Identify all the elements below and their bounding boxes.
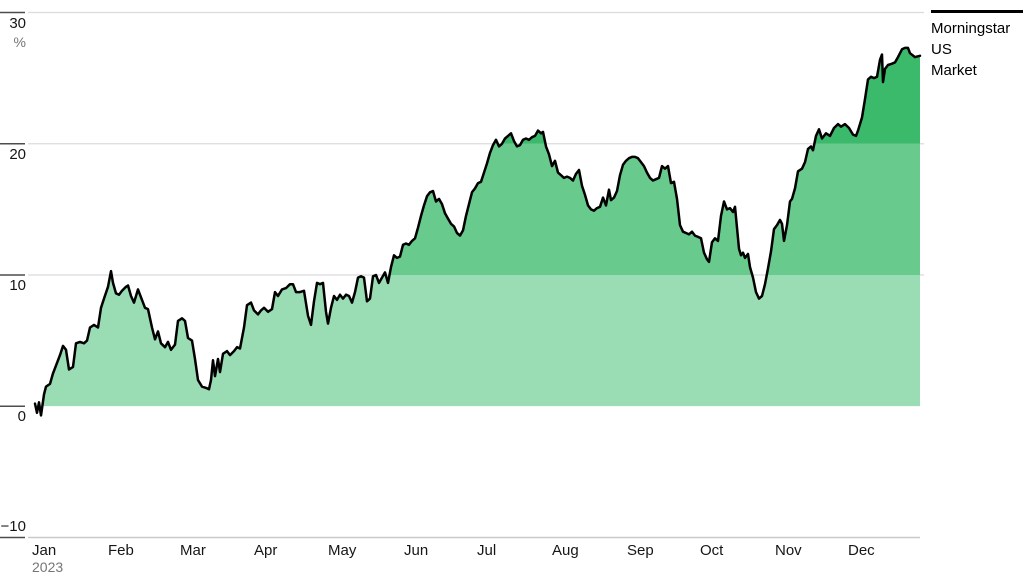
- x-axis-year-label: 2023: [32, 559, 64, 575]
- x-tick-label-apr: Apr: [254, 542, 278, 559]
- y-axis-unit-label: %: [13, 33, 26, 50]
- y-tick-label-0: 0: [17, 408, 26, 426]
- y-tick-label-30: 30: [9, 14, 26, 32]
- x-tick-label-may: May: [328, 542, 357, 559]
- x-tick-label-nov: Nov: [775, 542, 802, 559]
- y-tick-label-10: 10: [9, 277, 26, 294]
- x-tick-label-jan: Jan: [32, 542, 57, 559]
- x-tick-label-oct: Oct: [700, 542, 724, 559]
- area-band-10-20: [35, 143, 920, 275]
- y-tick-label-20: 20: [9, 145, 26, 163]
- x-tick-label-sep: Sep: [627, 542, 654, 559]
- legend: Morningstar US Market: [931, 10, 1023, 81]
- x-tick-label-mar: Mar: [180, 542, 206, 559]
- x-tick-label-aug: Aug: [552, 542, 579, 559]
- area-band-0-10: [35, 275, 920, 407]
- x-tick-label-jun: Jun: [404, 542, 429, 559]
- legend-label-line-1: Morningstar: [931, 20, 1011, 37]
- legend-label-line-3: Market: [931, 62, 977, 79]
- area-band-20-30: [35, 47, 920, 144]
- y-tick-label--10: −10: [0, 517, 26, 535]
- x-tick-label-feb: Feb: [108, 542, 134, 559]
- x-tick-label-jul: Jul: [477, 542, 497, 559]
- legend-series-line-swatch: [931, 10, 1023, 13]
- legend-label-line-2: US: [931, 41, 952, 58]
- x-tick-label-dec: Dec: [848, 542, 875, 559]
- series-line: [33, 46, 922, 417]
